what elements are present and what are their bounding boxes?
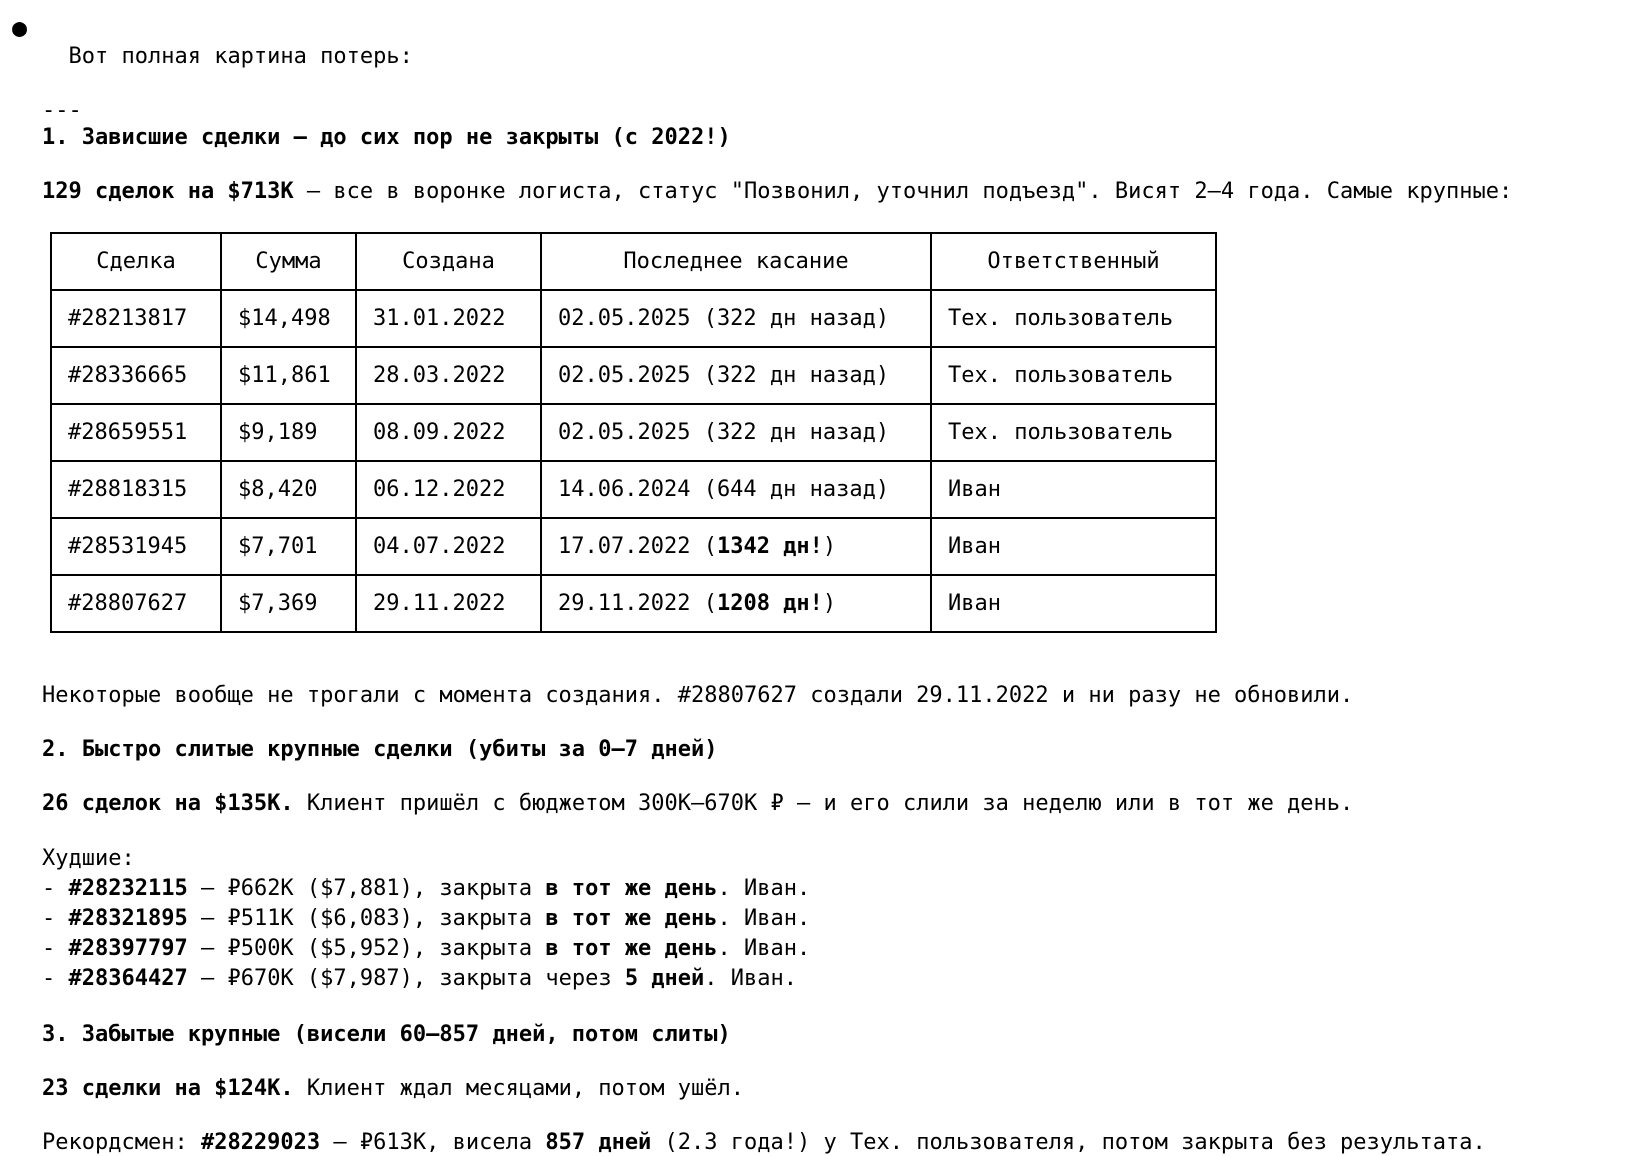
table-row: #28659551 $9,189 08.09.2022 02.05.2025 (… <box>50 403 1217 462</box>
section3-lead-rest: Клиент ждал месяцами, потом ушёл. <box>293 1076 745 1101</box>
section1-heading: 1. Зависшие сделки — до сих пор не закры… <box>42 125 731 150</box>
section2-heading: 2. Быстро слитые крупные сделки (убиты з… <box>42 737 718 762</box>
response-bullet-icon: ● <box>12 13 28 42</box>
deal-id-cell: #28531945 <box>50 517 222 576</box>
section1-lead-rest: — все в воронке логиста, статус "Позвони… <box>293 179 1513 204</box>
section2-lead-rest: Клиент пришёл с бюджетом 300K–670K ₽ — и… <box>293 791 1354 816</box>
owner-cell: Тех. пользователь <box>930 289 1217 348</box>
deal-id: #28232115 <box>68 876 188 901</box>
section1-lead: 129 сделок на $713K — все в воронке логи… <box>42 178 1596 205</box>
divider: --- <box>42 98 82 123</box>
deal-id-cell: #28213817 <box>50 289 222 348</box>
list-item: - #28364427 — ₽670K ($7,987), закрыта че… <box>42 966 798 991</box>
list-item: - #28397797 — ₽500K ($5,952), закрыта в … <box>42 936 811 961</box>
section1-lead-bold: 129 сделок на $713K <box>42 179 294 204</box>
created-cell: 06.12.2022 <box>355 460 542 519</box>
deal-id: #28397797 <box>68 936 188 961</box>
intro-text: Вот полная картина потерь: <box>68 44 413 69</box>
table-row: #28807627 $7,369 29.11.2022 29.11.2022 (… <box>50 574 1217 633</box>
table-row: #28336665 $11,861 28.03.2022 02.05.2025 … <box>50 346 1217 405</box>
list-item: - #28321895 — ₽511K ($6,083), закрыта в … <box>42 906 811 931</box>
amount-cell: $14,498 <box>220 289 357 348</box>
table-row: #28531945 $7,701 04.07.2022 17.07.2022 (… <box>50 517 1217 576</box>
stuck-deals-table: Сделка Сумма Создана Последнее касание О… <box>50 232 1217 633</box>
created-cell: 29.11.2022 <box>355 574 542 633</box>
last-touch-cell: 02.05.2025 (322 дн назад) <box>540 346 932 405</box>
amount-cell: $7,369 <box>220 574 357 633</box>
intro-line: ● Вот полная картина потерь: <box>12 14 1596 70</box>
list-item: - #28232115 — ₽662K ($7,881), закрыта в … <box>42 876 811 901</box>
owner-cell: Иван <box>930 574 1217 633</box>
section3-lead: 23 сделки на $124K. Клиент ждал месяцами… <box>42 1075 1596 1102</box>
table-row: #28818315 $8,420 06.12.2022 14.06.2024 (… <box>50 460 1217 519</box>
last-touch-cell: 02.05.2025 (322 дн назад) <box>540 403 932 462</box>
owner-cell: Иван <box>930 517 1217 576</box>
owner-cell: Тех. пользователь <box>930 403 1217 462</box>
section2-lead: 26 сделок на $135K. Клиент пришёл с бюдж… <box>42 790 1596 817</box>
deal-id: #28364427 <box>68 966 188 991</box>
col-header-amount: Сумма <box>220 232 357 291</box>
table-header-row: Сделка Сумма Создана Последнее касание О… <box>50 232 1217 291</box>
worst-label: Худшие: <box>42 846 135 871</box>
section2-lead-bold: 26 сделок на $135K. <box>42 791 294 816</box>
owner-cell: Иван <box>930 460 1217 519</box>
last-touch-cell: 02.05.2025 (322 дн назад) <box>540 289 932 348</box>
deal-id-cell: #28659551 <box>50 403 222 462</box>
deal-id: #28229023 <box>200 1130 321 1155</box>
section3-heading: 3. Забытые крупные (висели 60–857 дней, … <box>42 1022 731 1047</box>
amount-cell: $11,861 <box>220 346 357 405</box>
last-touch-cell: 14.06.2024 (644 дн назад) <box>540 460 932 519</box>
col-header-last-touch: Последнее касание <box>540 232 932 291</box>
deal-id-cell: #28807627 <box>50 574 222 633</box>
amount-cell: $7,701 <box>220 517 357 576</box>
amount-cell: $8,420 <box>220 460 357 519</box>
owner-cell: Тех. пользователь <box>930 346 1217 405</box>
deal-id-cell: #28818315 <box>50 460 222 519</box>
col-header-owner: Ответственный <box>930 232 1217 291</box>
last-touch-cell: 29.11.2022 (1208 дн!) <box>540 574 932 633</box>
section3-lead-bold: 23 сделки на $124K. <box>42 1076 294 1101</box>
col-header-created: Создана <box>355 232 542 291</box>
table-row: #28213817 $14,498 31.01.2022 02.05.2025 … <box>50 289 1217 348</box>
amount-cell: $9,189 <box>220 403 357 462</box>
col-header-deal: Сделка <box>50 232 222 291</box>
created-cell: 08.09.2022 <box>355 403 542 462</box>
created-cell: 28.03.2022 <box>355 346 542 405</box>
worst-deals-list: Худшие: - #28232115 — ₽662K ($7,881), за… <box>42 844 1596 994</box>
deal-id-cell: #28336665 <box>50 346 222 405</box>
deal-id: #28321895 <box>68 906 188 931</box>
record-line: Рекордсмен: #28229023 — ₽613K, висела 85… <box>42 1130 1486 1155</box>
section1-note: Некоторые вообще не трогали с момента со… <box>42 683 1354 708</box>
last-touch-cell: 17.07.2022 (1342 дн!) <box>540 517 932 576</box>
created-cell: 31.01.2022 <box>355 289 542 348</box>
created-cell: 04.07.2022 <box>355 517 542 576</box>
